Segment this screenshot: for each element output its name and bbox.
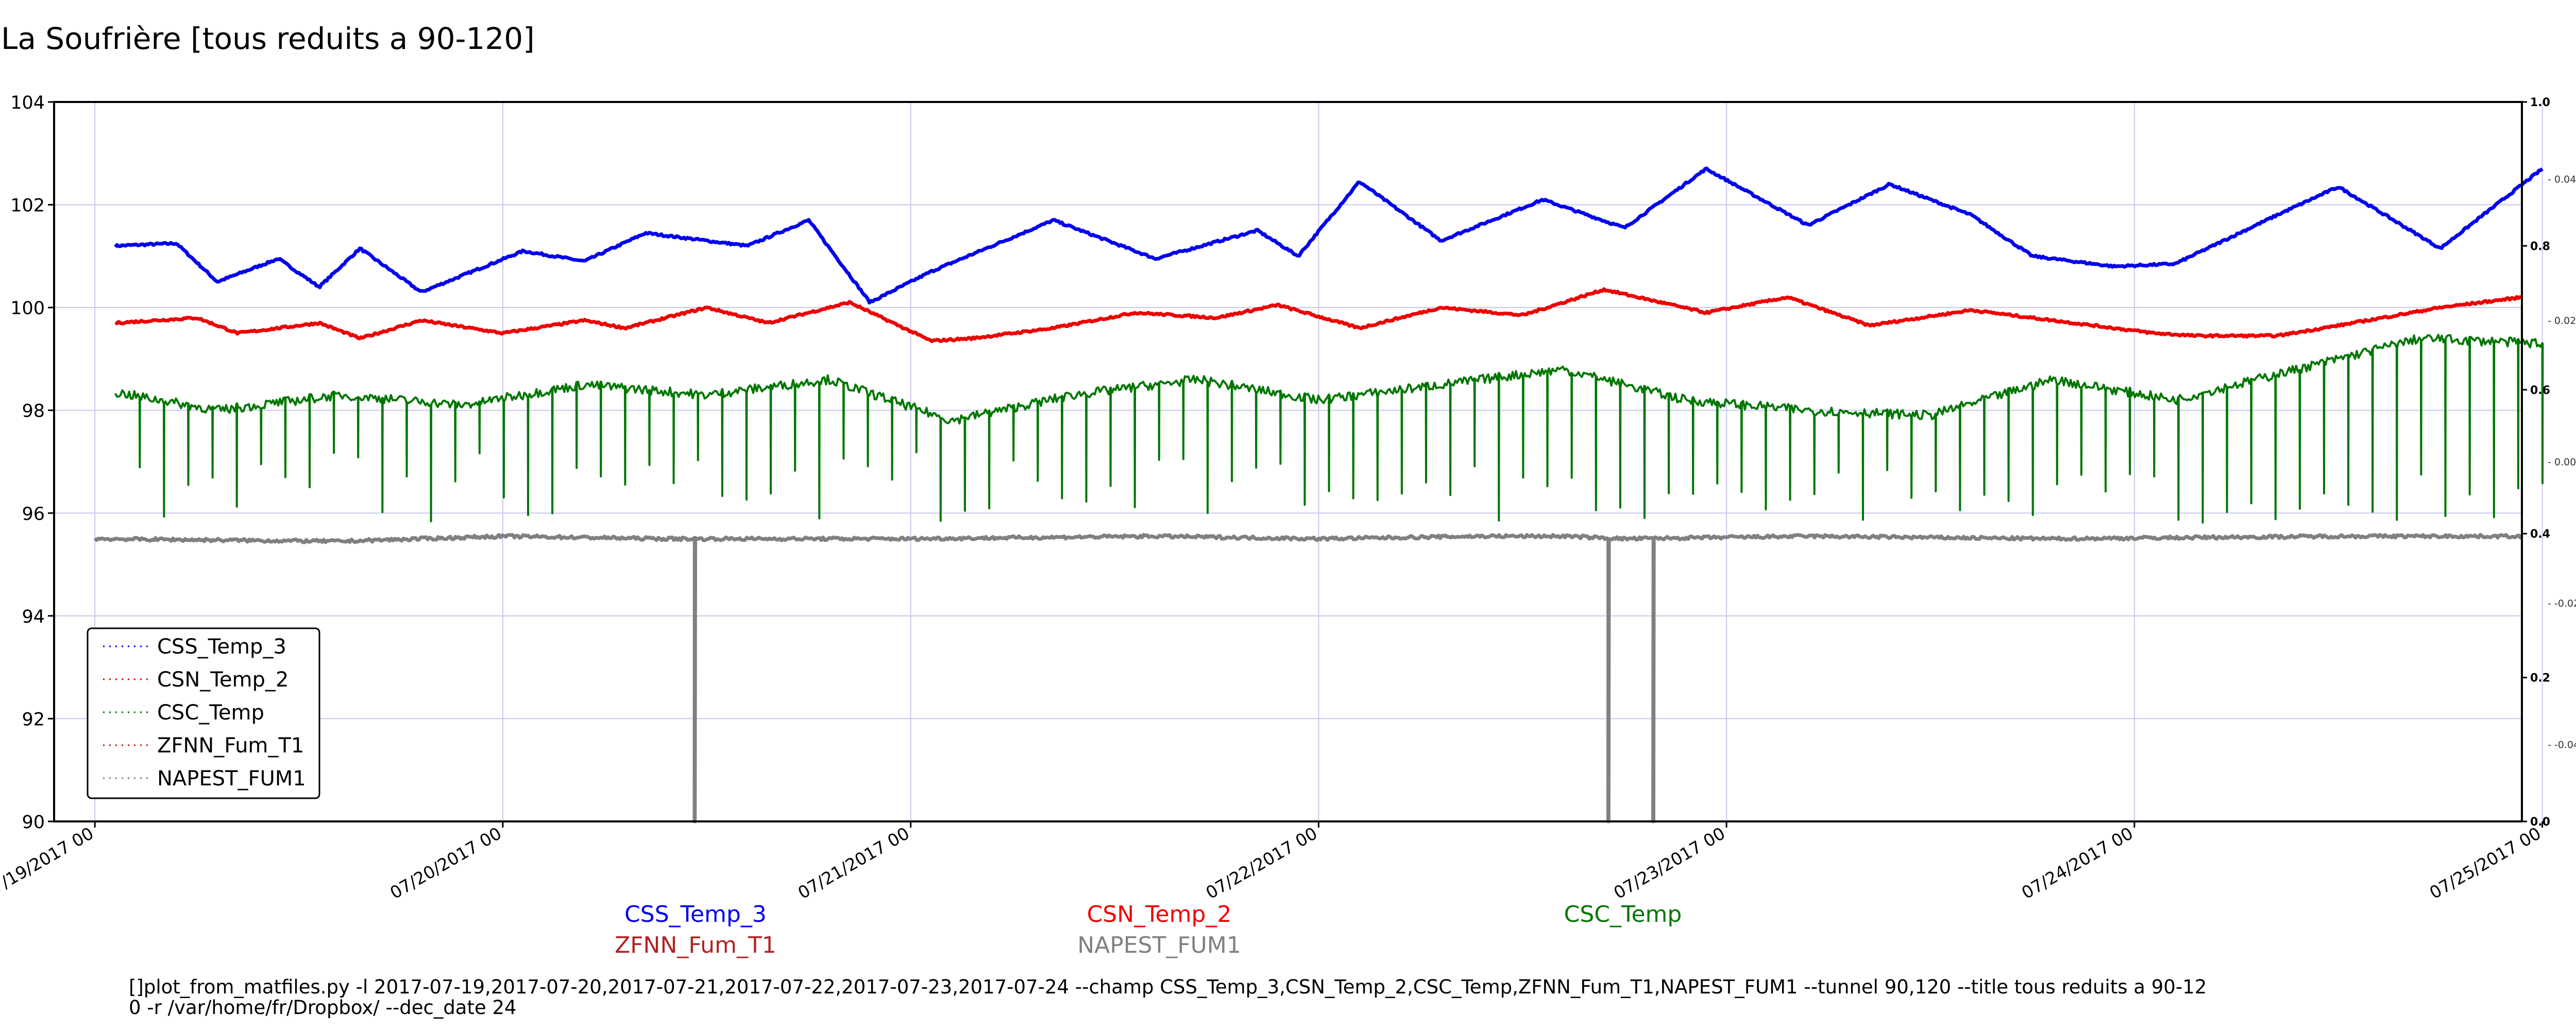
left-tick-label: 92	[22, 709, 45, 730]
x-tick-label: 07/23/2017 00	[1610, 823, 1728, 903]
left-tick-label: 96	[22, 504, 45, 524]
right-tick-label: 0.4	[2530, 528, 2550, 541]
x-tick-label: 07/24/2017 00	[2018, 823, 2137, 903]
left-axis: 104 102 100 98 96 94 92 90	[10, 93, 54, 833]
legend-label: ZFNN_Fum_T1	[157, 734, 304, 758]
command-line-1: []plot_from_matfiles.py -l 2017-07-19,20…	[129, 976, 2207, 998]
bottom-legend-label: CSN_Temp_2	[1087, 901, 1232, 928]
right-tick-label: 0.2	[2530, 672, 2550, 685]
right-tick-label: 0.8	[2530, 240, 2550, 253]
x-tick-label: 07/25/2017 00	[2426, 823, 2545, 903]
right-tick-label: 0.6	[2530, 384, 2550, 397]
legend-label: CSN_Temp_2	[157, 668, 289, 692]
left-tick-label: 100	[10, 298, 45, 319]
x-tick-label: 07/19/2017 00	[0, 823, 97, 903]
bottom-legend: CSS_Temp_3 CSN_Temp_2 CSC_Temp ZFNN_Fum_T1 N…	[615, 901, 1682, 958]
right-minor-tick-label: - 0.04	[2548, 174, 2576, 185]
series-line-csn_temp_2	[114, 287, 2523, 344]
right-minor-tick-label: - -0.04	[2548, 739, 2576, 750]
legend-label: NAPEST_FUM1	[157, 767, 306, 791]
right-axis: 1.0 0.8 0.6 0.4 0.2 0.0 - 0.04 - 0.02 - 0.00 - -0…	[2522, 96, 2576, 829]
left-tick-label: 102	[10, 196, 45, 216]
plot-frame	[53, 101, 2523, 822]
legend-frame	[87, 627, 320, 799]
right-tick-label: 1.0	[2530, 96, 2550, 109]
legend-label: CSS_Temp_3	[157, 635, 286, 659]
series-line-css_temp_3	[114, 166, 2544, 305]
bottom-legend-label: CSC_Temp	[1564, 901, 1682, 928]
x-tick-label: 07/21/2017 00	[794, 823, 913, 903]
series-line-napest_fum1	[93, 533, 2523, 823]
left-tick-label: 98	[22, 401, 45, 422]
x-axis: 07/19/2017 00 07/20/2017 00 07/21/2017 00 0…	[0, 821, 2545, 903]
left-tick-label: 104	[10, 93, 45, 113]
x-tick-label: 07/20/2017 00	[386, 823, 505, 903]
grid-lines	[54, 101, 2543, 822]
left-tick-label: 94	[22, 607, 45, 627]
right-minor-tick-label: - 0.00	[2548, 457, 2576, 468]
left-tick-label: 90	[22, 812, 45, 833]
legend-label: CSC_Temp	[157, 701, 264, 725]
right-minor-tick-label: - 0.02	[2548, 315, 2576, 327]
bottom-legend-label: CSS_Temp_3	[624, 901, 767, 928]
right-minor-tick-label: - -0.02	[2548, 598, 2576, 609]
legend-box: CSS_Temp_3 CSN_Temp_2 CSC_Temp ZFNN_Fum_T1 N…	[87, 627, 320, 799]
x-tick-label: 07/22/2017 00	[1202, 823, 1321, 903]
series-line-csc_temp	[114, 334, 2544, 524]
series-layer	[93, 166, 2544, 823]
bottom-legend-label: NAPEST_FUM1	[1077, 932, 1241, 958]
chart-title: La Soufrière [tous reduits a 90-120]	[1, 21, 535, 56]
command-line-2: 0 -r /var/home/fr/Dropbox/ --dec_date 24	[129, 997, 517, 1019]
right-tick-label: 0.0	[2530, 816, 2550, 829]
bottom-legend-label: ZFNN_Fum_T1	[615, 932, 776, 958]
